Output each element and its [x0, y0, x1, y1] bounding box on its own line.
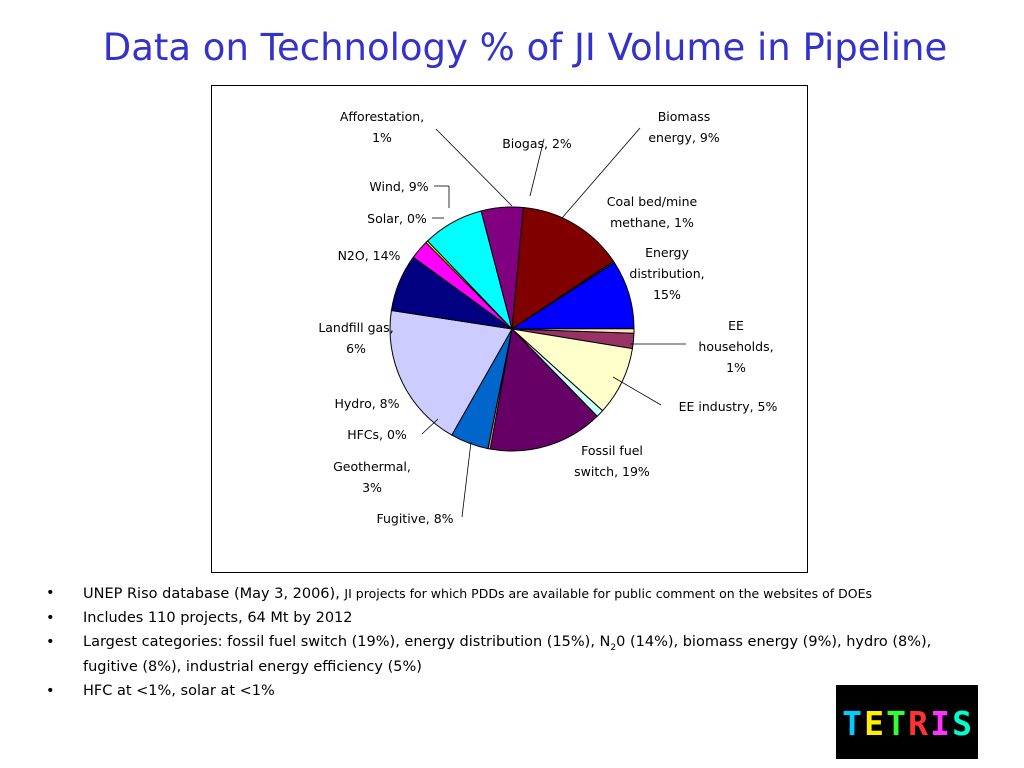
logo-letter-4: I — [930, 704, 950, 743]
pie-label-15: Afforestation, 1% — [340, 109, 424, 145]
leader-line-0-0 — [529, 138, 545, 197]
logo-letter-3: R — [908, 704, 928, 743]
pie-label-7: Fugitive, 8% — [376, 511, 453, 526]
pie-label-1: Biomass energy, 9% — [648, 109, 719, 145]
bullet-list: UNEP Riso database (May 3, 2006), JI pro… — [46, 584, 986, 706]
bullet-source: UNEP Riso database (May 3, 2006), JI pro… — [46, 584, 986, 604]
pie-label-11-line-0: Landfill gas, — [318, 320, 393, 335]
logo-letter-0: T — [842, 704, 862, 743]
pie-label-2-line-1: methane, 1% — [610, 215, 694, 230]
pie-label-8: Geothermal, 3% — [333, 459, 411, 495]
pie-label-1-line-1: energy, 9% — [648, 130, 719, 145]
pie-slice-12 — [511, 206, 615, 330]
logo-letter-1: E — [864, 704, 884, 743]
pie-label-6-line-0: Fossil fuel — [581, 443, 643, 458]
pie-label-1-line-0: Biomass — [658, 109, 711, 124]
pie-label-13: Solar, 0% — [367, 211, 427, 226]
leader-line-15-9 — [435, 128, 513, 207]
bullet-projects: Includes 110 projects, 64 Mt by 2012 — [46, 609, 986, 628]
pie-label-3-line-2: 15% — [653, 287, 681, 302]
bullet-largest-post: 0 (14%), biomass energy (9%), hydro (8%)… — [83, 634, 932, 675]
pie-chart: Biogas, 2% Biomass energy, 9% Coal bed/mine… — [318, 109, 778, 526]
leader-line-5-3 — [612, 376, 662, 406]
pie-label-2: Coal bed/mine methane, 1% — [607, 194, 698, 230]
pie-label-9-line-0: HFCs, 0% — [347, 427, 407, 442]
pie-label-12: N2O, 14% — [338, 248, 401, 263]
pie-label-0: Biogas, 2% — [502, 136, 572, 151]
logo-letter-2: T — [886, 704, 906, 743]
pie-label-4: EE households, 1% — [698, 318, 773, 375]
pie-label-3: Energy distribution, 15% — [629, 245, 704, 302]
pie-label-3-line-1: distribution, — [629, 266, 704, 281]
pie-label-14: Wind, 9% — [369, 179, 428, 194]
pie-slice-3 — [489, 327, 598, 452]
pie-label-4-line-1: households, — [698, 339, 773, 354]
pie-label-12-line-0: N2O, 14% — [338, 248, 401, 263]
pie-label-6: Fossil fuel switch, 19% — [574, 443, 650, 479]
pie-label-15-line-0: Afforestation, — [340, 109, 424, 124]
bullet-largest-sub: 2 — [610, 642, 617, 653]
pie-label-5: EE industry, 5% — [679, 399, 778, 414]
pie-label-0-line-0: Biogas, 2% — [502, 136, 572, 151]
logo-letter-5: S — [952, 704, 972, 743]
bullet-source-detail: JI projects for which PDDs are available… — [344, 586, 872, 601]
pie-label-6-line-1: switch, 19% — [574, 464, 650, 479]
leader-line-7-4 — [461, 441, 472, 518]
pie-label-14-line-0: Wind, 9% — [369, 179, 428, 194]
bullet-largest-pre: Largest categories: fossil fuel switch (… — [83, 634, 611, 650]
bullet-source-main: UNEP Riso database (May 3, 2006), — [83, 586, 345, 602]
pie-label-2-line-0: Coal bed/mine — [607, 194, 698, 209]
leader-line-9-5 — [421, 418, 439, 435]
pie-label-10: Hydro, 8% — [334, 396, 399, 411]
pie-label-8-line-0: Geothermal, — [333, 459, 411, 474]
pie-label-4-line-0: EE — [728, 318, 744, 333]
bullet-hfc-solar: HFC at <1%, solar at <1% — [46, 682, 986, 701]
slide-title: Data on Technology % of JI Volume in Pip… — [102, 26, 948, 69]
pie-label-15-line-1: 1% — [372, 130, 392, 145]
pie-label-3-line-0: Energy — [645, 245, 689, 260]
pie-label-9: HFCs, 0% — [347, 427, 407, 442]
pie-slice-15 — [511, 328, 635, 334]
pie-label-13-line-0: Solar, 0% — [367, 211, 427, 226]
pie-label-5-line-0: EE industry, 5% — [679, 399, 778, 414]
pie-slice-6 — [389, 309, 513, 436]
pie-label-10-line-0: Hydro, 8% — [334, 396, 399, 411]
pie-label-7-line-0: Fugitive, 8% — [376, 511, 453, 526]
bullet-largest-categories: Largest categories: fossil fuel switch (… — [46, 633, 986, 677]
pie-label-4-line-2: 1% — [726, 360, 746, 375]
pie-label-11: Landfill gas, 6% — [318, 320, 393, 356]
pie-label-11-line-1: 6% — [346, 341, 366, 356]
pie-label-8-line-1: 3% — [362, 480, 382, 495]
leader-line-1-1 — [561, 127, 641, 219]
pie-chart-frame: Biogas, 2% Biomass energy, 9% Coal bed/mine… — [211, 85, 808, 573]
